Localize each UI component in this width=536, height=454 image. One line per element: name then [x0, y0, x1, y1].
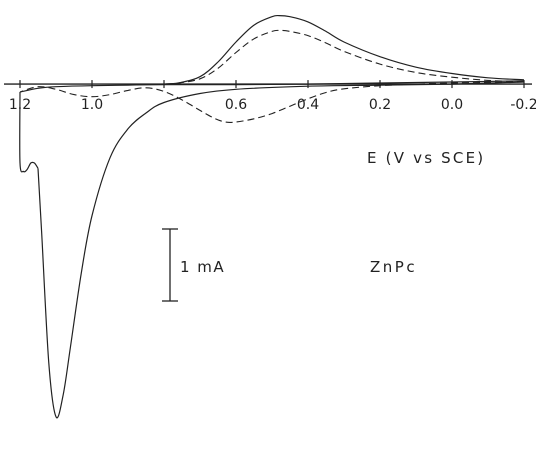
x-tick-label-5: 0.2 [369, 97, 391, 113]
x-tick-label-4: 0.4 [297, 97, 319, 113]
current-scale-bar [162, 228, 178, 302]
solid-curve-segment-0 [163, 14, 525, 85]
solid-curve-segment-3 [19, 80, 525, 93]
x-axis-title: E (V vs SCE) [367, 149, 485, 167]
x-tick-label-6: 0.0 [441, 97, 463, 113]
curves-layer [19, 14, 525, 419]
x-tick-labels-layer: 1.2 1.0 0.6 0.4 0.2 0.0 -0.2 [9, 97, 536, 113]
x-tick-label-7: -0.2 [510, 97, 536, 113]
x-tick-label-0: 1.2 [9, 97, 31, 113]
x-ticks-layer [19, 80, 525, 89]
compound-label: ZnPc [370, 258, 417, 276]
solid-curve-segment-2 [19, 91, 39, 173]
dashed-curve-segment-4 [163, 29, 525, 85]
scale-bar-label: 1 mA [180, 258, 225, 276]
x-tick-label-1: 1.0 [81, 97, 103, 113]
x-tick-label-3: 0.6 [225, 97, 247, 113]
dashed-curve-segment-5 [19, 81, 525, 123]
solid-curve-segment-1 [37, 81, 525, 419]
